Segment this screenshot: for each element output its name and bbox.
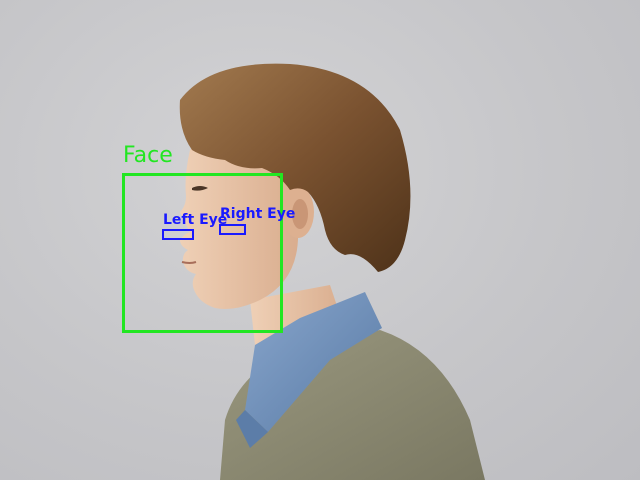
face-detection-box — [122, 173, 283, 333]
hair-shape — [179, 63, 411, 272]
eye-shape — [192, 186, 208, 191]
left-eye-detection-box — [162, 229, 194, 240]
collar-tip-shape — [236, 410, 268, 448]
right-eye-detection-label: Right Eye — [220, 206, 296, 222]
mouth-shape — [181, 261, 197, 264]
collar-shape — [245, 292, 382, 432]
face-detection-label: Face — [123, 143, 173, 168]
ear-inner-shape — [292, 199, 308, 229]
right-eye-detection-box — [219, 224, 246, 235]
left-eye-detection-label: Left Eye — [163, 212, 228, 228]
